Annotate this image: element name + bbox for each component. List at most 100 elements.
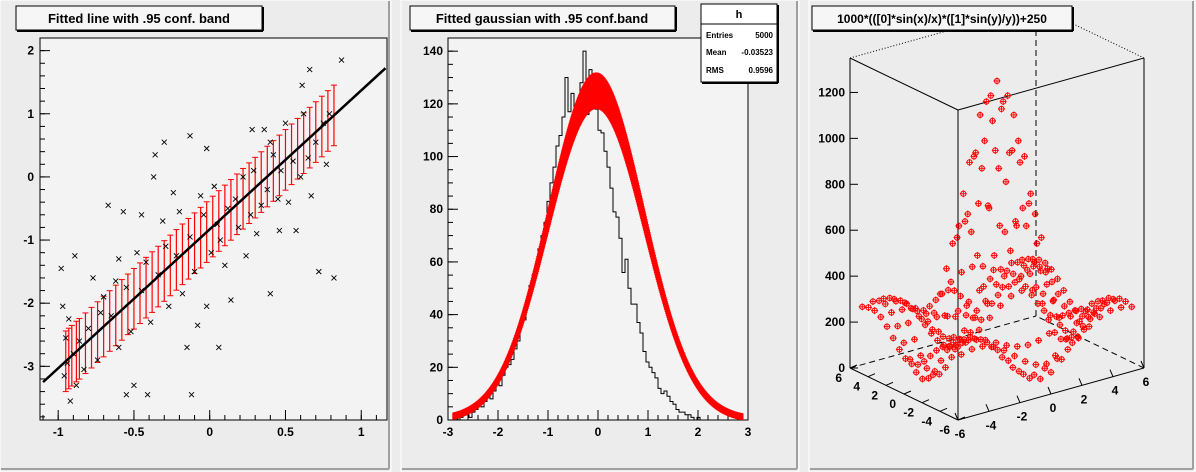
data-point (143, 259, 149, 265)
surface-marker (1037, 234, 1045, 242)
surface-marker (936, 290, 944, 298)
surface-marker (929, 371, 937, 379)
surface-marker (869, 298, 877, 306)
data-point (73, 382, 80, 389)
surface-marker (933, 346, 940, 354)
x-tick-label: 0 (1050, 401, 1057, 415)
y-tick-label: 1 (27, 107, 34, 121)
data-point (250, 167, 257, 174)
axes: -3 -2 -1 0 1 2 3 0 20 40 60 80 100 120 140 (423, 44, 752, 439)
surface-marker (986, 314, 994, 322)
surface-marker (991, 146, 999, 154)
chart-title: Fitted line with .95 conf. band (48, 11, 230, 26)
surface-marker (979, 262, 987, 270)
data-point (228, 297, 234, 303)
surface-marker (972, 149, 980, 157)
surface-marker (898, 306, 906, 314)
surface-marker (962, 311, 970, 319)
stats-label-entries: Entries (706, 31, 734, 40)
data-point (275, 196, 281, 202)
stats-box: h Entries 5000 Mean -0.03523 RMS 0.9596 (700, 3, 779, 84)
surface-marker (864, 303, 872, 311)
chart-title: Fitted gaussian with .95 conf.band (436, 11, 648, 26)
surface-marker (982, 297, 990, 305)
title-box: 1000*(([0]*sin(x)/x)*([1]*sin(y)/y))+250 (811, 5, 1074, 32)
surface-marker (1019, 370, 1027, 378)
surface-marker (1047, 368, 1055, 376)
title-box: Fitted line with .95 conf. band (15, 5, 264, 32)
y-tick-label: -4 (921, 414, 932, 428)
fit-line (42, 67, 387, 384)
surface-marker (980, 283, 988, 291)
y-tick-label: -3 (23, 359, 34, 373)
surface-marker (964, 210, 972, 218)
surface-marker (1030, 371, 1038, 379)
surface-marker (1016, 158, 1024, 166)
surface-marker (1039, 290, 1047, 298)
data-point (203, 303, 210, 310)
surface-marker (1097, 304, 1105, 312)
data-point (217, 237, 224, 243)
data-point (208, 249, 215, 256)
surface-markers (858, 77, 1136, 383)
surface-marker (1050, 296, 1058, 304)
x-tick-label: -3 (443, 425, 454, 439)
data-point (58, 265, 65, 272)
data-point (120, 208, 127, 215)
surface-marker (1074, 333, 1082, 341)
data-point (331, 275, 337, 281)
surface-marker (990, 251, 998, 259)
y-tick-label: -6 (939, 423, 950, 437)
data-point (211, 183, 218, 190)
surface-marker (889, 334, 897, 342)
surface-marker (1010, 111, 1018, 119)
surface-marker (895, 345, 903, 353)
surface-marker (953, 234, 961, 242)
data-point (276, 227, 283, 234)
surface-marker (1117, 303, 1125, 311)
surface-marker (1036, 375, 1044, 383)
surface-marker (1054, 290, 1062, 298)
y-tick (921, 399, 930, 404)
surface-marker (981, 336, 989, 344)
data-point (188, 391, 195, 398)
data-point (162, 243, 169, 250)
surface-marker (959, 190, 967, 198)
data-point (150, 174, 157, 180)
x-tick (1016, 395, 1021, 403)
surface-marker (942, 265, 950, 273)
y-tick (903, 390, 912, 395)
surface-marker (906, 355, 914, 363)
y-tick-label: 2 (871, 388, 878, 402)
data-point (243, 253, 249, 259)
data-point (161, 139, 168, 146)
data-point (134, 249, 140, 256)
surface-marker (928, 326, 936, 334)
data-point (176, 208, 183, 215)
y-tick (885, 381, 894, 386)
y-tick-label: -2 (23, 296, 34, 310)
surface-marker (1022, 282, 1030, 290)
y-tick-label: 60 (430, 255, 444, 269)
surface-marker (1027, 190, 1035, 198)
surface-marker (997, 265, 1005, 273)
surface-marker (1000, 346, 1008, 354)
surface-marker (1032, 361, 1040, 369)
data-point (267, 290, 274, 297)
surface-marker (968, 345, 976, 353)
surface-marker (1004, 357, 1012, 365)
y-tick (849, 364, 858, 369)
surface-marker (1004, 92, 1012, 100)
surface-marker (1084, 313, 1092, 321)
z-tick-label: 600 (825, 223, 845, 237)
surface-marker (1025, 200, 1033, 208)
data-point (194, 322, 201, 329)
surface-marker (1067, 312, 1075, 320)
data-point (123, 391, 130, 398)
surface-marker (1009, 363, 1017, 371)
surface-marker (922, 310, 930, 318)
surface-marker (971, 335, 979, 343)
surface-marker (1068, 333, 1076, 341)
surface-marker (993, 77, 1001, 85)
surface-marker (1072, 307, 1080, 315)
